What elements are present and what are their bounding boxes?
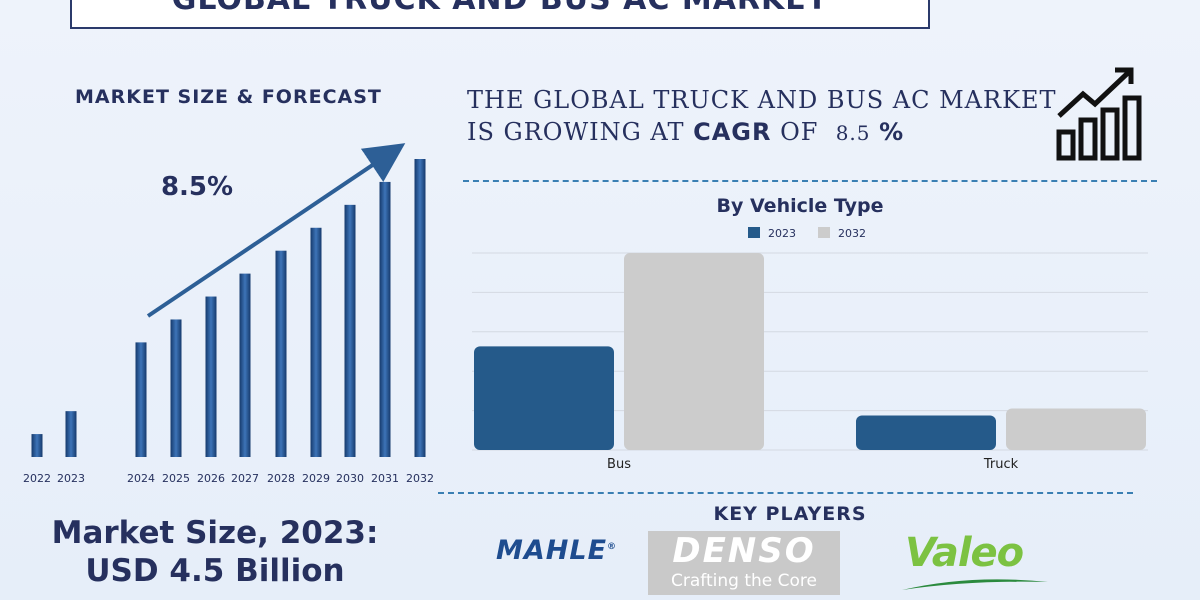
cagr-prefix: IS GROWING AT: [467, 118, 685, 146]
denso-tagline: Crafting the Core: [671, 571, 817, 591]
forecast-tick-label: 2028: [267, 472, 295, 485]
forecast-bar-2025: [170, 319, 182, 457]
forecast-tick-label: 2023: [57, 472, 85, 485]
cagr-unit: %: [879, 118, 905, 146]
forecast-tick-label: 2025: [162, 472, 190, 485]
vehicle-category-label: Truck: [983, 457, 1019, 472]
forecast-bar-2032: [414, 159, 426, 457]
forecast-bar-2024: [135, 342, 147, 457]
legend-label: 2023: [768, 227, 796, 240]
forecast-tick-label: 2026: [197, 472, 225, 485]
vehicle-type-chart: By Vehicle Type 2023 2032 Bus Truck: [472, 195, 1148, 472]
vehicle-bar-bus-2023: [474, 346, 614, 450]
forecast-bar-2027: [239, 273, 251, 457]
forecast-tick-label: 2032: [406, 472, 434, 485]
legend-label: 2032: [838, 227, 866, 240]
cagr-annotation: 8.5%: [161, 172, 233, 202]
cagr-mid: OF: [780, 118, 819, 146]
forecast-tick-label: 2024: [127, 472, 155, 485]
valeo-swoosh-icon: [902, 579, 1048, 590]
forecast-tick-label: 2030: [336, 472, 364, 485]
market-size-summary: Market Size, 2023: USD 4.5 Billion: [20, 514, 410, 590]
market-size-line-1: Market Size, 2023:: [51, 515, 379, 551]
forecast-bar-2022: [31, 434, 43, 457]
key-players-heading: KEY PLAYERS: [713, 503, 867, 525]
market-size-heading: MARKET SIZE & FORECAST: [75, 86, 382, 108]
vehicle-chart-title: By Vehicle Type: [717, 195, 884, 217]
vehicle-category-label: Bus: [607, 457, 631, 472]
market-size-line-2: USD 4.5 Billion: [85, 553, 345, 589]
vehicle-bar-bus-2032: [624, 253, 764, 450]
divider-top: [463, 180, 1157, 182]
forecast-bar-2031: [379, 181, 391, 457]
forecast-bar-2029: [310, 227, 322, 457]
forecast-chart: 8.5% 2022 2023 2024 2025 2026 2027 2028 2029 203…: [23, 143, 434, 485]
cagr-line-1: THE GLOBAL TRUCK AND BUS AC MARKET: [467, 86, 1057, 114]
forecast-bar-2026: [205, 296, 217, 457]
forecast-bar-2030: [344, 204, 356, 457]
growth-chart-icon: [1056, 67, 1142, 161]
valeo-logo: Valeo: [902, 528, 1055, 598]
legend-swatch-2023: [748, 227, 760, 238]
denso-wordmark: DENSO: [672, 531, 816, 571]
cagr-value: 8.5: [835, 121, 871, 145]
vehicle-bar-truck-2032: [1006, 408, 1146, 450]
cagr-keyword: CAGR: [693, 118, 772, 146]
forecast-tick-label: 2022: [23, 472, 51, 485]
page-title: GLOBAL TRUCK AND BUS AC MARKET: [172, 0, 828, 15]
denso-logo: DENSO Crafting the Core: [648, 531, 840, 595]
valeo-wordmark: Valeo: [905, 530, 1024, 576]
title-box: GLOBAL TRUCK AND BUS AC MARKET: [70, 0, 930, 29]
cagr-line-2: IS GROWING AT CAGR OF 8.5 %: [467, 118, 904, 146]
vehicle-bar-truck-2023: [856, 415, 996, 450]
forecast-tick-label: 2027: [231, 472, 259, 485]
forecast-tick-label: 2029: [302, 472, 330, 485]
forecast-tick-label: 2031: [371, 472, 399, 485]
mahle-logo: MAHLE®: [496, 535, 618, 566]
divider-bottom: [438, 492, 1133, 494]
growth-arrow-icon: [146, 143, 406, 318]
forecast-bar-2023: [65, 411, 77, 457]
legend-swatch-2032: [818, 227, 830, 238]
forecast-bar-2028: [275, 250, 287, 457]
